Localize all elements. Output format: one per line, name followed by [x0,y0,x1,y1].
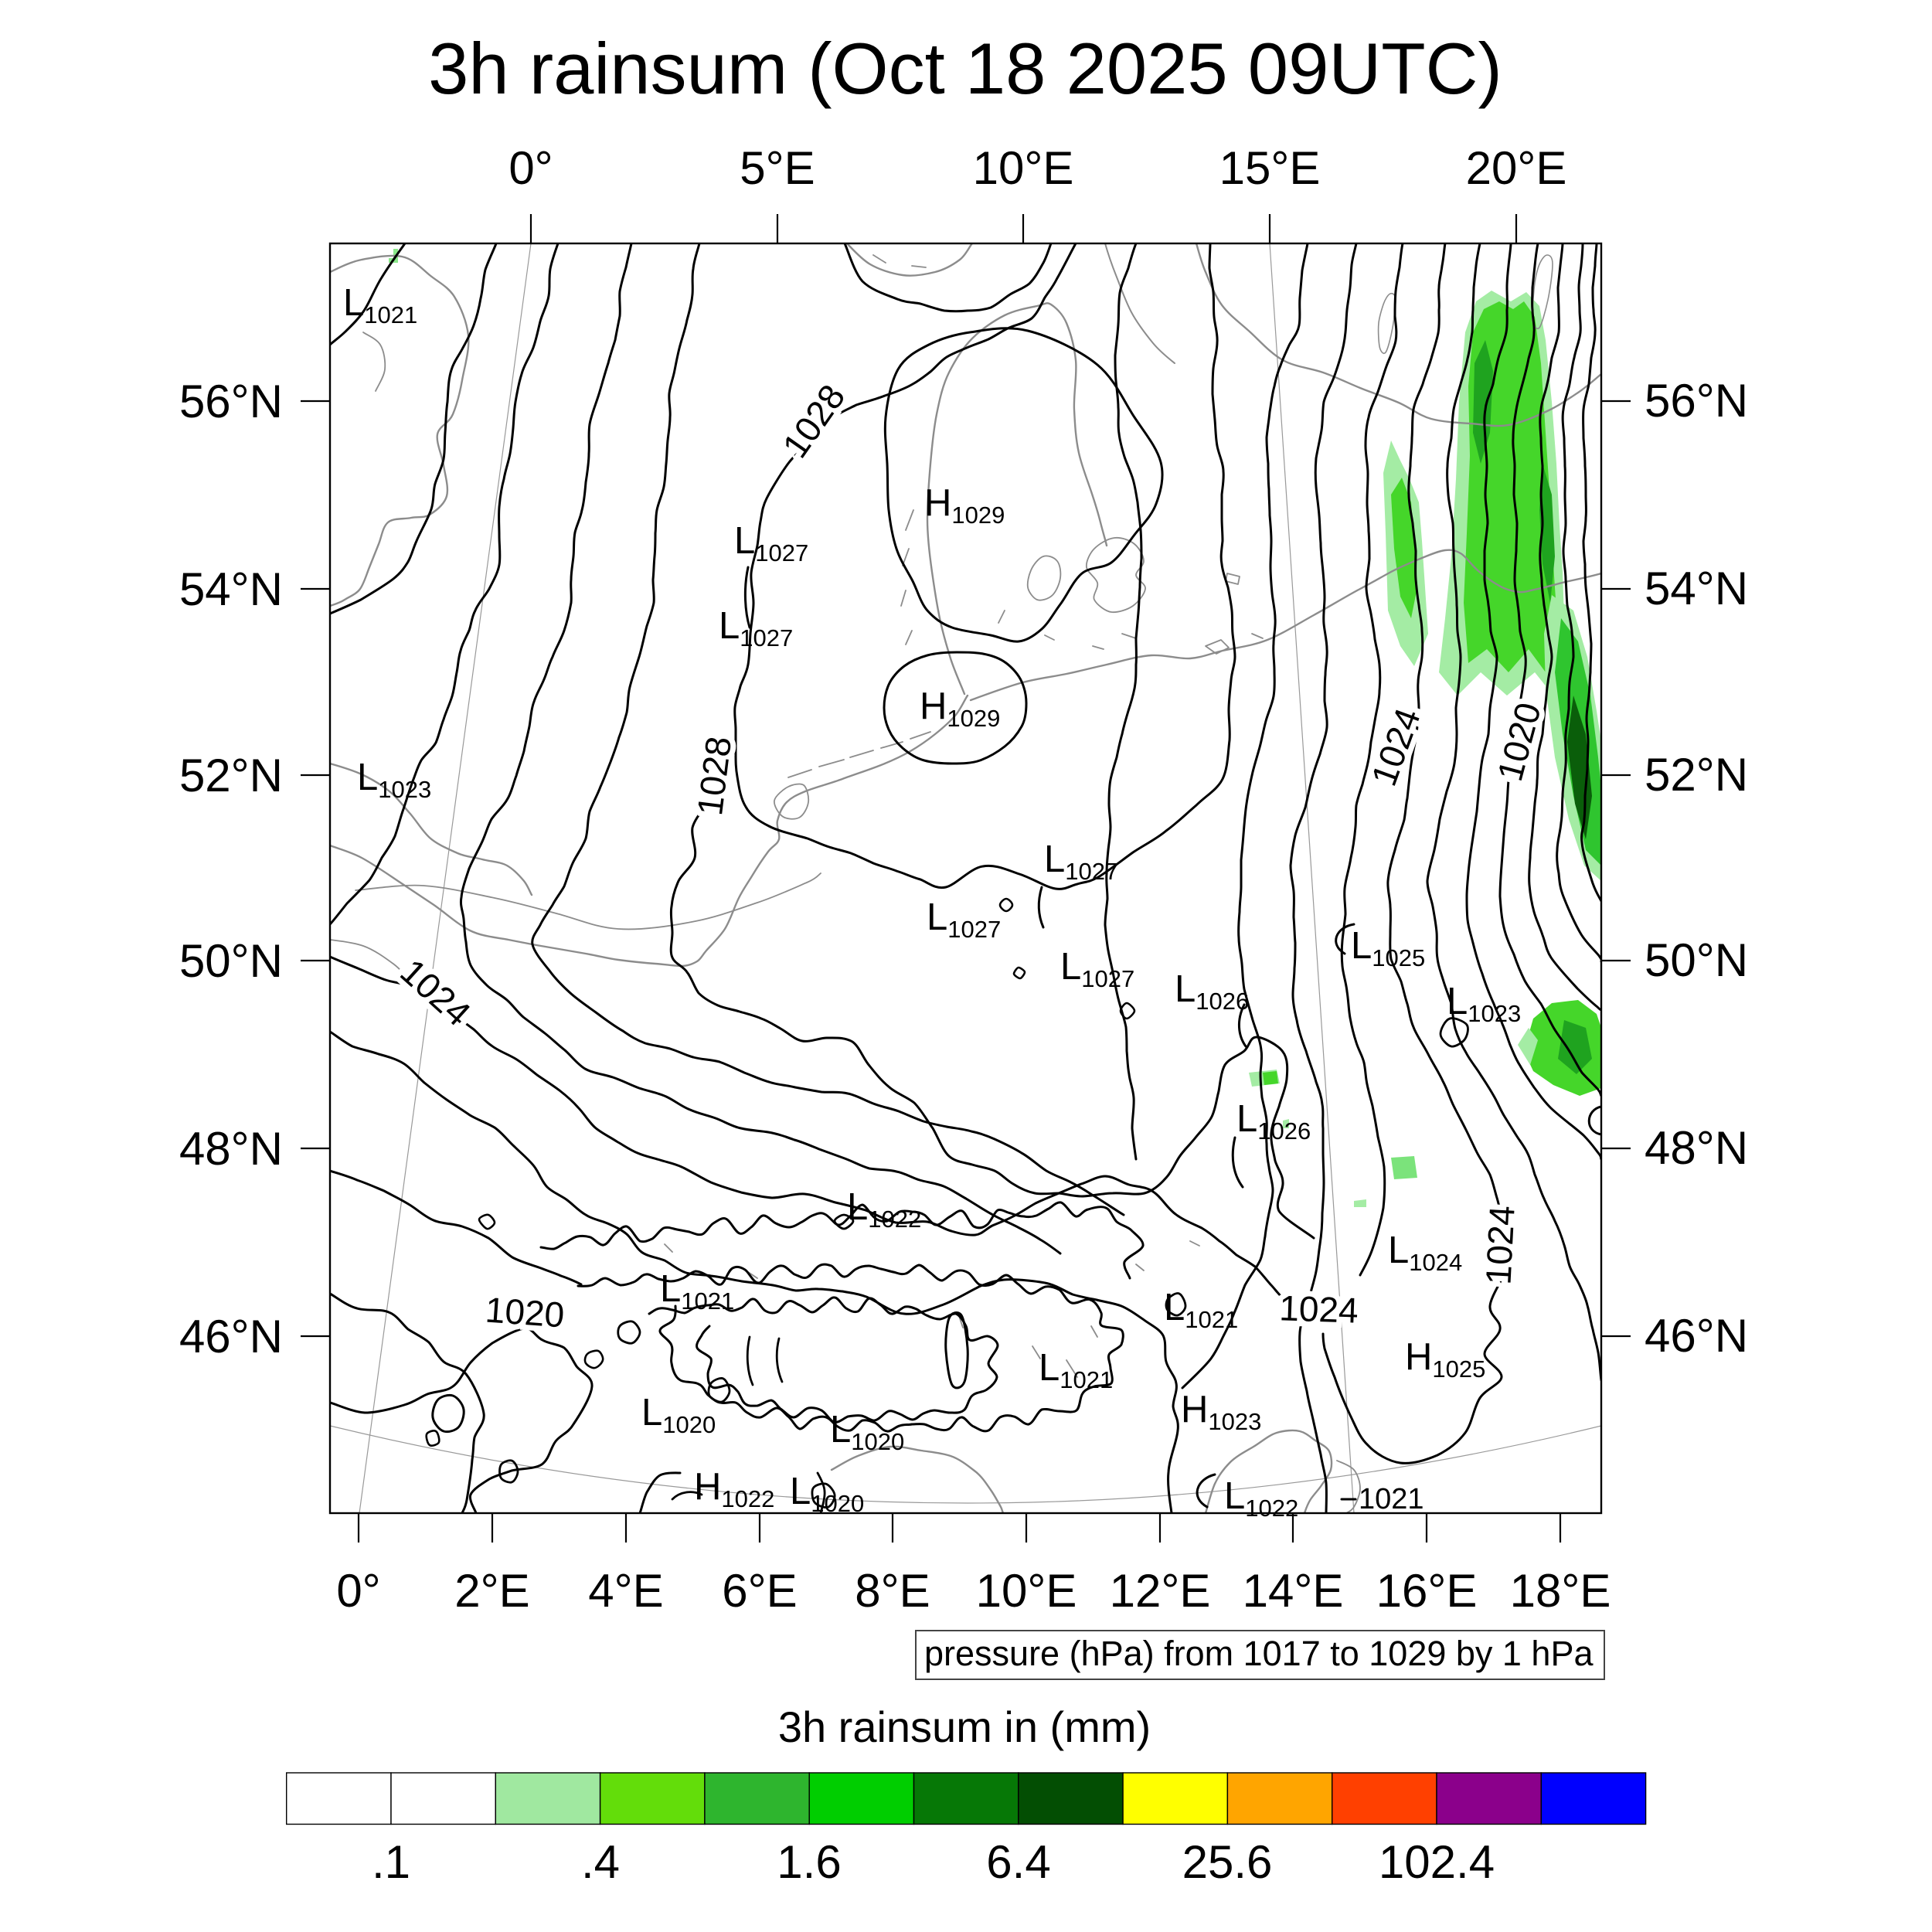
svg-text:56°N: 56°N [1645,375,1748,427]
svg-text:18°E: 18°E [1510,1565,1611,1617]
svg-text:0°: 0° [336,1565,380,1617]
svg-text:16°E: 16°E [1376,1565,1478,1617]
svg-text:20°E: 20°E [1466,142,1567,194]
svg-text:6.4: 6.4 [986,1836,1050,1888]
svg-text:48°N: 48°N [1645,1122,1748,1174]
svg-text:15°E: 15°E [1219,142,1321,194]
svg-text:4°E: 4°E [588,1565,663,1617]
svg-text:5°E: 5°E [740,142,815,194]
svg-text:12°E: 12°E [1110,1565,1211,1617]
svg-text:52°N: 52°N [1645,749,1748,801]
svg-text:54°N: 54°N [179,563,283,615]
svg-text:1.6: 1.6 [777,1836,841,1888]
svg-text:H1029: H1029 [920,685,1000,732]
svg-text:1024: 1024 [1478,1205,1522,1286]
svg-text:46°N: 46°N [1645,1310,1748,1362]
svg-text:48°N: 48°N [179,1123,283,1175]
svg-text:1021: 1021 [1359,1483,1424,1515]
svg-text:6°E: 6°E [722,1565,797,1617]
svg-text:8°E: 8°E [855,1565,930,1617]
svg-text:1024: 1024 [1279,1287,1359,1331]
svg-text:3h rainsum (Oct 18 2025 09UTC): 3h rainsum (Oct 18 2025 09UTC) [428,28,1502,109]
svg-text:0°: 0° [509,142,553,194]
svg-text:50°N: 50°N [1645,934,1748,986]
svg-text:25.6: 25.6 [1182,1836,1273,1888]
svg-text:2°E: 2°E [454,1565,529,1617]
svg-text:54°N: 54°N [1645,563,1748,614]
svg-text:102.4: 102.4 [1379,1836,1495,1888]
svg-text:52°N: 52°N [179,750,283,801]
svg-text:14°E: 14°E [1243,1565,1344,1617]
svg-text:pressure (hPa) from 1017 to 10: pressure (hPa) from 1017 to 1029 by 1 hP… [924,1634,1594,1673]
svg-text:10°E: 10°E [973,142,1074,194]
svg-text:3h rainsum in (mm): 3h rainsum in (mm) [778,1702,1151,1751]
svg-text:50°N: 50°N [179,935,283,987]
svg-text:.4: .4 [581,1836,620,1888]
svg-text:H1022: H1022 [694,1466,774,1512]
svg-text:56°N: 56°N [179,376,283,427]
svg-text:1020: 1020 [484,1290,566,1335]
svg-text:.1: .1 [372,1836,410,1888]
svg-text:L1027: L1027 [927,896,1001,943]
svg-text:10°E: 10°E [976,1565,1077,1617]
svg-text:46°N: 46°N [179,1311,283,1362]
